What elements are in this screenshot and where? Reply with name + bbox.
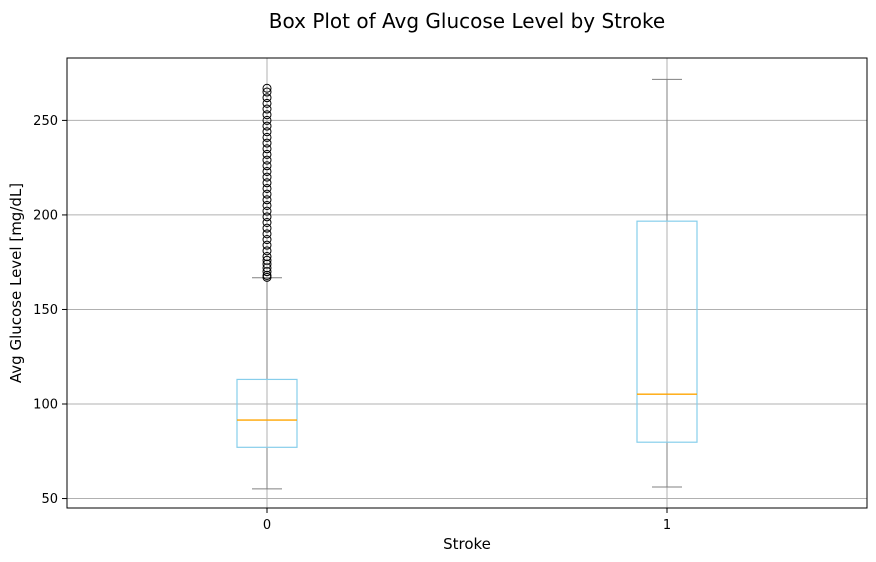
iqr-box [236,378,298,448]
outlier-point [262,110,272,120]
y-tick-label: 250 [33,114,58,129]
iqr-box [636,220,698,443]
outlier-point [262,149,272,159]
outliers [262,83,272,282]
outlier-point [262,206,272,216]
y-tick-label: 50 [41,492,58,507]
outlier-point [262,229,272,239]
outlier-point [262,93,272,103]
boxes [236,78,698,490]
outlier-point [262,183,272,193]
outlier-point [262,121,272,131]
outlier-point [262,104,272,114]
outlier-point [262,217,272,227]
outlier-point [262,155,272,165]
outlier-point [262,195,272,205]
x-tick-label: 0 [263,518,271,533]
y-tick-label: 100 [33,398,58,413]
outlier-point [262,212,272,222]
outlier-point [262,161,272,171]
outlier-point [262,138,272,148]
outlier-point [262,223,272,233]
x-axis-title: Stroke [443,535,491,553]
y-axis-ticks: 50 100 150 200 250 [33,114,67,507]
outlier-point [262,166,272,176]
grid-lines [67,58,867,508]
outlier-point [262,189,272,199]
outlier-point [262,98,272,108]
outlier-point [262,252,272,262]
outlier-point [262,255,272,265]
outlier-point [262,144,272,154]
outlier-point [262,127,272,137]
outlier-point [262,172,272,182]
y-tick-label: 150 [33,303,58,318]
box-1 [636,78,698,488]
x-tick-label: 1 [663,518,671,533]
outlier-point [262,83,272,93]
chart-title: Box Plot of Avg Glucose Level by Stroke [269,9,665,33]
outlier-point [262,132,272,142]
y-axis-title: Avg Glucose Level [mg/dL] [7,183,25,383]
outlier-point [262,87,272,97]
y-tick-label: 200 [33,208,58,223]
outlier-point [262,200,272,210]
outlier-point [262,115,272,125]
box-0 [236,277,298,490]
outlier-point [262,246,272,256]
outlier-point [262,235,272,245]
plot-frame [66,57,868,509]
outlier-point [262,240,272,250]
outlier-point [262,178,272,188]
